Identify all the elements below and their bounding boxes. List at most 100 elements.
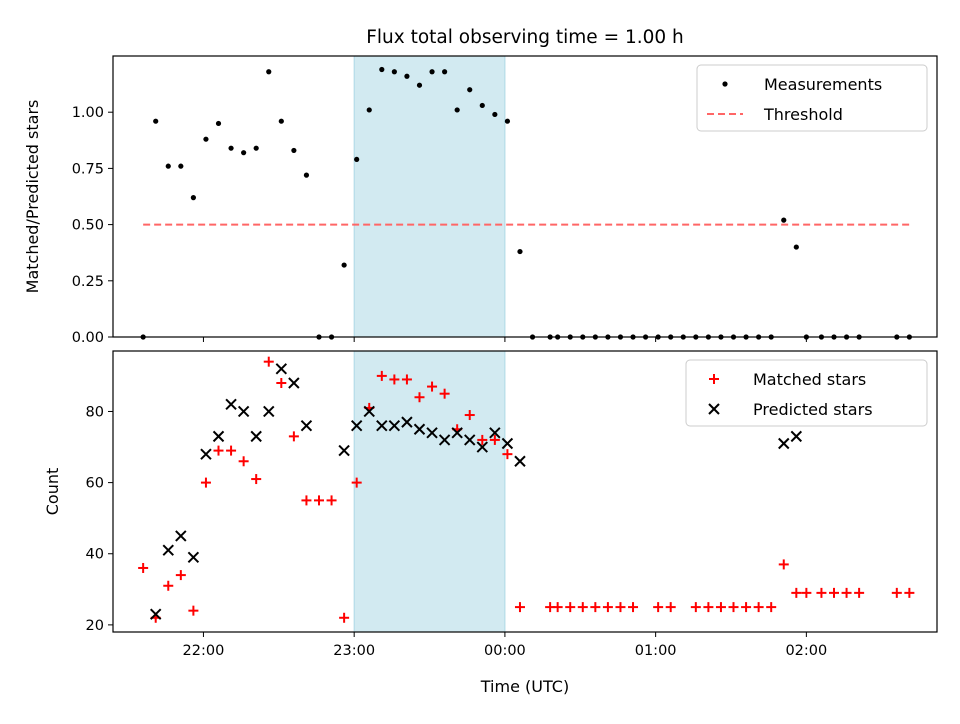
- count-legend: Matched stars Predicted stars: [685, 359, 928, 427]
- x-axis-label: Time (UTC): [480, 677, 569, 696]
- count-ytick-label: 40: [86, 547, 104, 563]
- legend-x-marker: [708, 403, 720, 415]
- count-series-0: [138, 356, 915, 623]
- predicted-point: [501, 437, 514, 450]
- matched-point: [401, 374, 412, 385]
- matched-point: [801, 587, 812, 598]
- matched-point: [728, 602, 739, 613]
- matched-point: [891, 587, 902, 598]
- measurement-point: [278, 118, 284, 124]
- measurement-point: [781, 217, 787, 223]
- matched-point: [653, 602, 664, 613]
- predicted-point: [790, 430, 803, 443]
- predicted-point: [514, 455, 526, 467]
- predicted-point: [350, 419, 363, 432]
- predicted-point: [401, 416, 413, 428]
- matched-point: [427, 381, 438, 392]
- matched-point: [690, 602, 701, 613]
- measurement-point: [379, 66, 385, 73]
- measurement-point: [228, 145, 234, 151]
- measurement-point: [429, 69, 435, 75]
- matched-point: [854, 587, 865, 598]
- ratio-axes-frame: [112, 55, 938, 338]
- matched-point: [829, 587, 839, 598]
- matched-point: [326, 495, 337, 506]
- matched-point: [665, 602, 676, 613]
- predicted-point: [413, 423, 426, 435]
- measurement-point: [467, 87, 473, 93]
- measurement-point: [442, 69, 448, 75]
- matched-point: [263, 356, 274, 367]
- matched-point: [703, 602, 714, 613]
- measurement-point: [404, 73, 410, 79]
- matched-point: [741, 602, 752, 613]
- measurement-point: [178, 163, 184, 169]
- measurement-point: [454, 107, 460, 113]
- count-y-axis-label: Count: [43, 468, 62, 516]
- legend-plus-marker: [709, 374, 719, 384]
- predicted-point: [250, 430, 262, 443]
- measurement-point: [303, 172, 310, 178]
- predicted-point: [150, 608, 162, 620]
- ratio-shaded-interval: [353, 55, 506, 338]
- measurement-point: [793, 244, 799, 250]
- matched-point: [552, 602, 563, 613]
- measurement-point: [266, 69, 272, 75]
- predicted-point: [778, 437, 790, 450]
- matched-point: [514, 602, 525, 613]
- measurement-point: [479, 102, 485, 109]
- predicted-point: [288, 377, 300, 389]
- predicted-point: [200, 448, 212, 460]
- matched-point: [200, 477, 211, 488]
- ratio-y-axis-label: Matched/Predicted stars: [23, 100, 42, 294]
- legend-frame: [696, 64, 928, 132]
- measurement-point: [253, 145, 259, 151]
- matched-point: [376, 370, 387, 381]
- count-xtick-label: 01:00: [635, 643, 677, 659]
- matched-point: [301, 495, 312, 506]
- ratio-panel: 0.00 0.25 0.50 0.75 1.00 Matched/Predicted st…: [23, 55, 938, 346]
- measurement-point: [492, 111, 498, 118]
- matched-point: [904, 587, 915, 598]
- matched-point: [753, 602, 764, 613]
- matched-point: [791, 587, 802, 598]
- matched-point: [615, 602, 626, 613]
- measurement-point: [517, 248, 523, 255]
- predicted-point: [212, 430, 225, 443]
- matched-point: [778, 559, 789, 570]
- chart-title: Flux total observing time = 1.00 h: [366, 27, 684, 48]
- matched-point: [464, 410, 475, 421]
- count-ytick-label: 60: [86, 476, 104, 492]
- matched-point: [628, 602, 639, 613]
- matched-point: [188, 605, 199, 616]
- matched-point: [138, 562, 149, 573]
- measurement-point: [241, 150, 247, 156]
- measurement-point: [190, 195, 196, 201]
- matched-point: [288, 431, 299, 442]
- measurement-point: [291, 147, 297, 154]
- predicted-point: [162, 544, 174, 556]
- count-ytick-label: 80: [86, 404, 104, 420]
- predicted-point: [388, 419, 401, 432]
- matched-point: [314, 495, 324, 506]
- measurement-point: [341, 262, 347, 268]
- predicted-point: [225, 398, 237, 411]
- legend-frame: [685, 359, 928, 427]
- predicted-point: [237, 405, 250, 418]
- measurement-point: [504, 118, 511, 124]
- count-xtick-label: 23:00: [333, 643, 375, 659]
- ratio-ytick-label: 0.75: [72, 161, 104, 177]
- measurement-point: [153, 118, 159, 124]
- count-ytick-label: 20: [86, 618, 104, 634]
- measurement-point: [215, 120, 222, 127]
- predicted-point: [489, 427, 501, 439]
- matched-point: [389, 374, 400, 385]
- predicted-point: [275, 363, 288, 375]
- matched-point: [715, 602, 726, 613]
- measurement-point: [416, 82, 423, 88]
- matched-point: [477, 434, 488, 445]
- predicted-point: [187, 551, 200, 564]
- matched-point: [251, 474, 262, 485]
- count-xtick-label: 02:00: [785, 643, 827, 659]
